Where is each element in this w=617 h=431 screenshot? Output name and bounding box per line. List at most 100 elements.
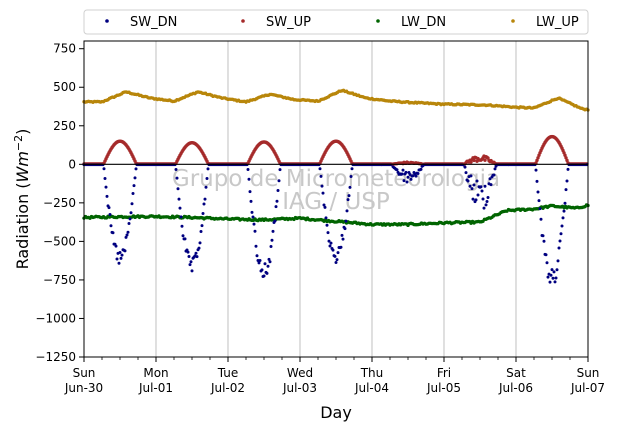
y-axis-label-main: Radiation (	[13, 182, 32, 269]
sw-dn-point	[346, 198, 350, 202]
sw-dn-point	[267, 257, 271, 261]
sw-dn-point	[105, 194, 109, 198]
sw-dn-point	[199, 230, 203, 234]
sw-dn-point	[124, 235, 128, 239]
sw-dn-point	[333, 254, 337, 258]
sw-dn-point	[129, 211, 133, 215]
legend-marker	[105, 19, 109, 23]
sw-dn-point	[253, 229, 257, 233]
sw-dn-point	[189, 260, 193, 264]
grid-layer	[155, 41, 517, 357]
x-tick-label-day: Sun	[73, 366, 96, 380]
x-tick-label-date: Jul-06	[498, 381, 533, 395]
y-tick-label: −1000	[35, 311, 76, 325]
y-tick-label: 0	[68, 157, 76, 171]
legend-marker	[241, 19, 245, 23]
sw-dn-point	[542, 239, 546, 243]
sw-dn-point	[260, 268, 264, 272]
sw-dn-point	[484, 203, 488, 207]
sw-dn-point	[277, 179, 281, 183]
sw-dn-point	[345, 209, 349, 213]
sw-dn-point	[400, 172, 404, 176]
sw-dn-point	[269, 245, 273, 249]
sw-dn-point	[414, 174, 418, 178]
sw-dn-point	[541, 234, 545, 238]
sw-dn-point	[270, 238, 274, 242]
sw-dn-point	[551, 276, 555, 280]
sw-dn-point	[108, 213, 112, 216]
sw-dn-point	[549, 273, 553, 277]
sw-dn-point	[127, 222, 131, 226]
sw-dn-point	[554, 276, 558, 280]
sw-dn-point	[276, 189, 280, 193]
sw-dn-point	[198, 241, 202, 245]
sw-dn-point	[250, 210, 254, 214]
x-tick-label-date: Jul-03	[282, 381, 317, 395]
y-tick-label: 250	[53, 119, 76, 133]
sw-dn-point	[202, 202, 206, 206]
sw-dn-point	[406, 175, 410, 179]
sw-dn-point	[126, 230, 130, 234]
sw-dn-point	[550, 268, 554, 272]
y-axis-label: Radiation (Wm−2)	[12, 129, 32, 270]
sw-dn-point	[251, 215, 255, 219]
sw-dn-point	[562, 209, 566, 213]
sw-dn-point	[331, 248, 335, 252]
sw-dn-point	[104, 185, 108, 189]
x-tick-label-day: Mon	[143, 366, 168, 380]
sw-dn-point	[349, 174, 353, 178]
sw-dn-point	[479, 185, 483, 189]
x-axis-label: Day	[320, 403, 352, 422]
sw-dn-point	[265, 271, 269, 275]
sw-dn-point	[102, 167, 106, 171]
sw-dn-point	[493, 167, 497, 171]
sw-dn-point	[274, 205, 278, 209]
sw-dn-point	[125, 233, 129, 237]
sw-dn-point	[419, 167, 423, 171]
sw-dn-point	[336, 251, 340, 255]
legend: SW_DN SW_UP LW_DN LW_UP	[83, 9, 589, 35]
sw-dn-point	[553, 280, 557, 284]
sw-dn-point	[273, 219, 277, 223]
sw-dn-point	[472, 183, 476, 187]
watermark-line-2: IAG / USP	[282, 189, 390, 215]
axis-layer: SunJun-30MonJul-01TueJul-02WedJul-03ThuJ…	[35, 42, 605, 395]
sw-dn-point	[195, 255, 199, 259]
sw-dn-point	[470, 187, 474, 191]
y-tick-label: −1250	[35, 350, 76, 364]
sw-dn-point	[262, 274, 266, 278]
legend-label: LW_UP	[536, 15, 579, 30]
sw-dn-point	[464, 171, 468, 175]
legend-label: LW_DN	[401, 15, 446, 30]
sw-dn-point	[186, 250, 190, 254]
sw-dn-point	[176, 187, 180, 191]
sw-dn-point	[409, 177, 413, 181]
x-tick-label-date: Jul-07	[570, 381, 605, 395]
sw-dn-point	[401, 168, 405, 172]
sw-dn-point	[561, 216, 565, 220]
sw-dn-point	[463, 165, 467, 169]
x-tick-label-day: Tue	[217, 366, 239, 380]
sw-dn-point	[200, 224, 204, 228]
sw-dn-point	[416, 171, 420, 175]
sw-dn-point	[546, 275, 550, 279]
sw-dn-point	[188, 263, 192, 267]
sw-dn-point	[411, 174, 415, 178]
sw-dn-point	[466, 179, 470, 183]
sw-dn-point	[334, 260, 338, 264]
sw-dn-point	[405, 180, 409, 184]
sw-dn-point	[322, 203, 326, 207]
sw-dn-point	[133, 176, 137, 180]
sw-dn-point	[114, 244, 118, 248]
legend-label: SW_DN	[130, 15, 177, 30]
sw-up-point	[565, 158, 569, 163]
watermark: Grupo de Micrometeorologia IAG / USP	[172, 166, 500, 215]
sw-dn-point	[480, 189, 484, 193]
sw-dn-point	[408, 173, 412, 177]
sw-dn-point	[485, 200, 489, 204]
sw-dn-point	[339, 245, 343, 249]
y-axis-label-unit: Wm	[13, 151, 32, 182]
sw-dn-point	[539, 217, 543, 221]
sw-up-point	[483, 158, 487, 162]
